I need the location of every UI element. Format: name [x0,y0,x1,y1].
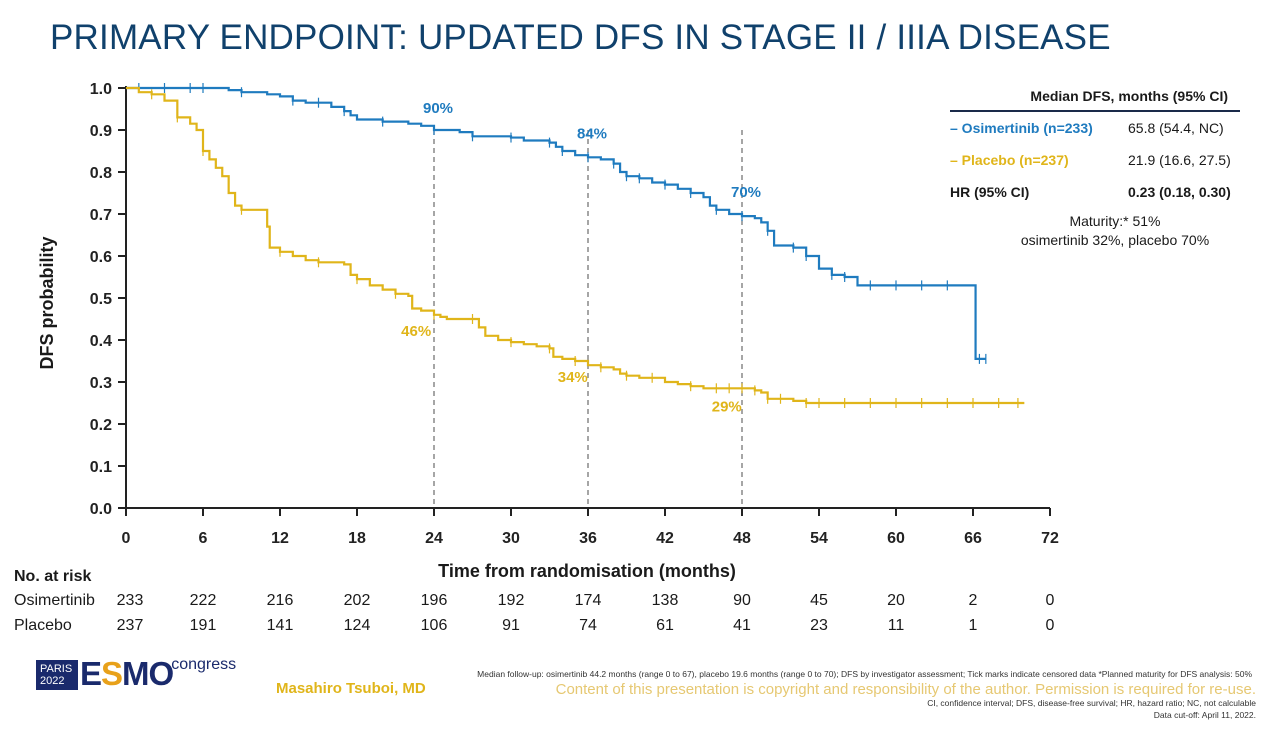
annotations: 90% 84% 70% 46% 34% 29% [401,100,761,415]
y-tick-label: 0.7 [90,207,112,224]
risk-cell: 141 [266,617,294,634]
curves [126,83,1025,408]
footnote-followup: Median follow-up: osimertinib 44.2 month… [477,669,1252,679]
footnote-cutoff: Data cut-off: April 11, 2022. [1153,710,1256,720]
risk-cell: 216 [266,592,294,609]
legend-label-placebo: – Placebo (n=237) [950,152,1069,168]
maturity-line-1: Maturity:* 51% [1069,213,1161,229]
x-tick-label: 72 [1041,530,1059,547]
logo-word: congress [171,656,237,673]
legend-value-placebo: 21.9 (16.6, 27.5) [1128,152,1231,168]
legend-value-hr: 0.23 (0.18, 0.30) [1128,184,1231,200]
y-axis-title: DFS probability [37,236,57,369]
risk-cell: 0 [1045,592,1055,609]
x-tick-label: 18 [348,530,366,547]
footnote-abbreviations: CI, confidence interval; DFS, disease-fr… [927,698,1256,708]
presenter-name: Masahiro Tsuboi, MD [276,680,426,697]
logo-city: PARIS [40,663,73,675]
logo-city-badge: PARIS 2022 [36,660,78,690]
y-tick-label: 0.2 [90,417,112,434]
annotation-osimertinib: 90% [423,100,453,117]
risk-cell: 237 [116,617,144,634]
legend-row-hr: HR (95% CI) 0.23 (0.18, 0.30) [950,176,1240,208]
logo-year: 2022 [40,675,65,687]
maturity-line-2: osimertinib 32%, placebo 70% [1020,232,1210,248]
risk-cell: 0 [1045,617,1055,634]
risk-cell: 191 [189,617,217,634]
risk-cell: 2 [968,592,978,609]
logo-brand: ESMO [80,655,174,692]
x-tick-label: 30 [502,530,520,547]
curve-placebo [126,86,1025,405]
x-tick-label: 12 [271,530,289,547]
reference-lines [433,130,743,508]
x-tick-label: 36 [579,530,597,547]
x-tick-label: 0 [122,530,131,547]
legend-value-osimertinib: 65.8 (54.4, NC) [1128,120,1224,136]
legend-row-osimertinib: – Osimertinib (n=233) 65.8 (54.4, NC) [950,112,1240,144]
y-tick-label: 0.9 [90,123,112,140]
y-tick-label: 0.5 [90,291,112,308]
risk-cell: 233 [116,592,144,609]
axes: 0.0 0.1 0.2 0.3 0.4 0.5 0.6 0.7 0.8 0.9 1.0 0 6 12 18 2… [90,81,1059,547]
y-tick-label: 0.3 [90,375,112,392]
annotation-osimertinib: 84% [577,125,607,142]
risk-cell: 138 [651,592,679,609]
risk-row-label-placebo: Placebo [14,617,72,634]
y-tick-label: 1.0 [90,81,112,98]
risk-cell: 91 [502,617,520,634]
y-tick-label: 0.8 [90,165,112,182]
x-tick-label: 60 [887,530,905,547]
x-axis-title: Time from randomisation (months) [438,561,736,581]
y-tick-label: 0.1 [90,459,112,476]
risk-cell: 90 [733,592,751,609]
x-tick-label: 48 [733,530,751,547]
risk-cell: 20 [887,592,905,609]
legend-label-hr: HR (95% CI) [950,184,1030,200]
y-tick-label: 0.0 [90,501,112,518]
y-tick-label: 0.4 [90,333,112,350]
risk-cell: 23 [810,617,828,634]
esmo-logo: PARIS 2022 ESMO congress [36,655,237,692]
risk-cell: 45 [810,592,828,609]
risk-table-title: No. at risk [14,568,92,585]
curve-osimertinib [126,86,986,360]
legend-label-osimertinib: – Osimertinib (n=233) [950,120,1093,136]
x-tick-label: 42 [656,530,674,547]
legend-header: Median DFS, months (95% CI) [950,88,1240,112]
annotation-placebo: 46% [401,323,431,340]
risk-cell: 106 [420,617,448,634]
annotation-placebo: 34% [558,369,588,386]
annotation-osimertinib: 70% [731,184,761,201]
legend-row-placebo: – Placebo (n=237) 21.9 (16.6, 27.5) [950,144,1240,176]
x-tick-label: 24 [425,530,443,547]
risk-cell: 174 [574,592,602,609]
risk-cell: 61 [656,617,674,634]
risk-cell: 124 [343,617,371,634]
risk-cell: 222 [189,592,217,609]
risk-cell: 41 [733,617,751,634]
risk-cell: 192 [497,592,525,609]
legend-panel: Median DFS, months (95% CI) – Osimertini… [950,88,1240,250]
risk-cell: 196 [420,592,448,609]
page-title: PRIMARY ENDPOINT: UPDATED DFS IN STAGE I… [50,18,1111,57]
risk-cell: 11 [887,617,905,634]
risk-cell: 1 [968,617,978,634]
copyright-notice: Content of this presentation is copyrigh… [555,681,1256,698]
risk-cell: 202 [343,592,371,609]
x-tick-label: 54 [810,530,828,547]
risk-cell: 74 [579,617,597,634]
x-tick-label: 6 [199,530,208,547]
maturity-note: Maturity:* 51% osimertinib 32%, placebo … [950,212,1240,250]
y-tick-label: 0.6 [90,249,112,266]
annotation-placebo: 29% [712,398,742,415]
risk-row-label-osimertinib: Osimertinib [14,592,95,609]
x-tick-label: 66 [964,530,982,547]
